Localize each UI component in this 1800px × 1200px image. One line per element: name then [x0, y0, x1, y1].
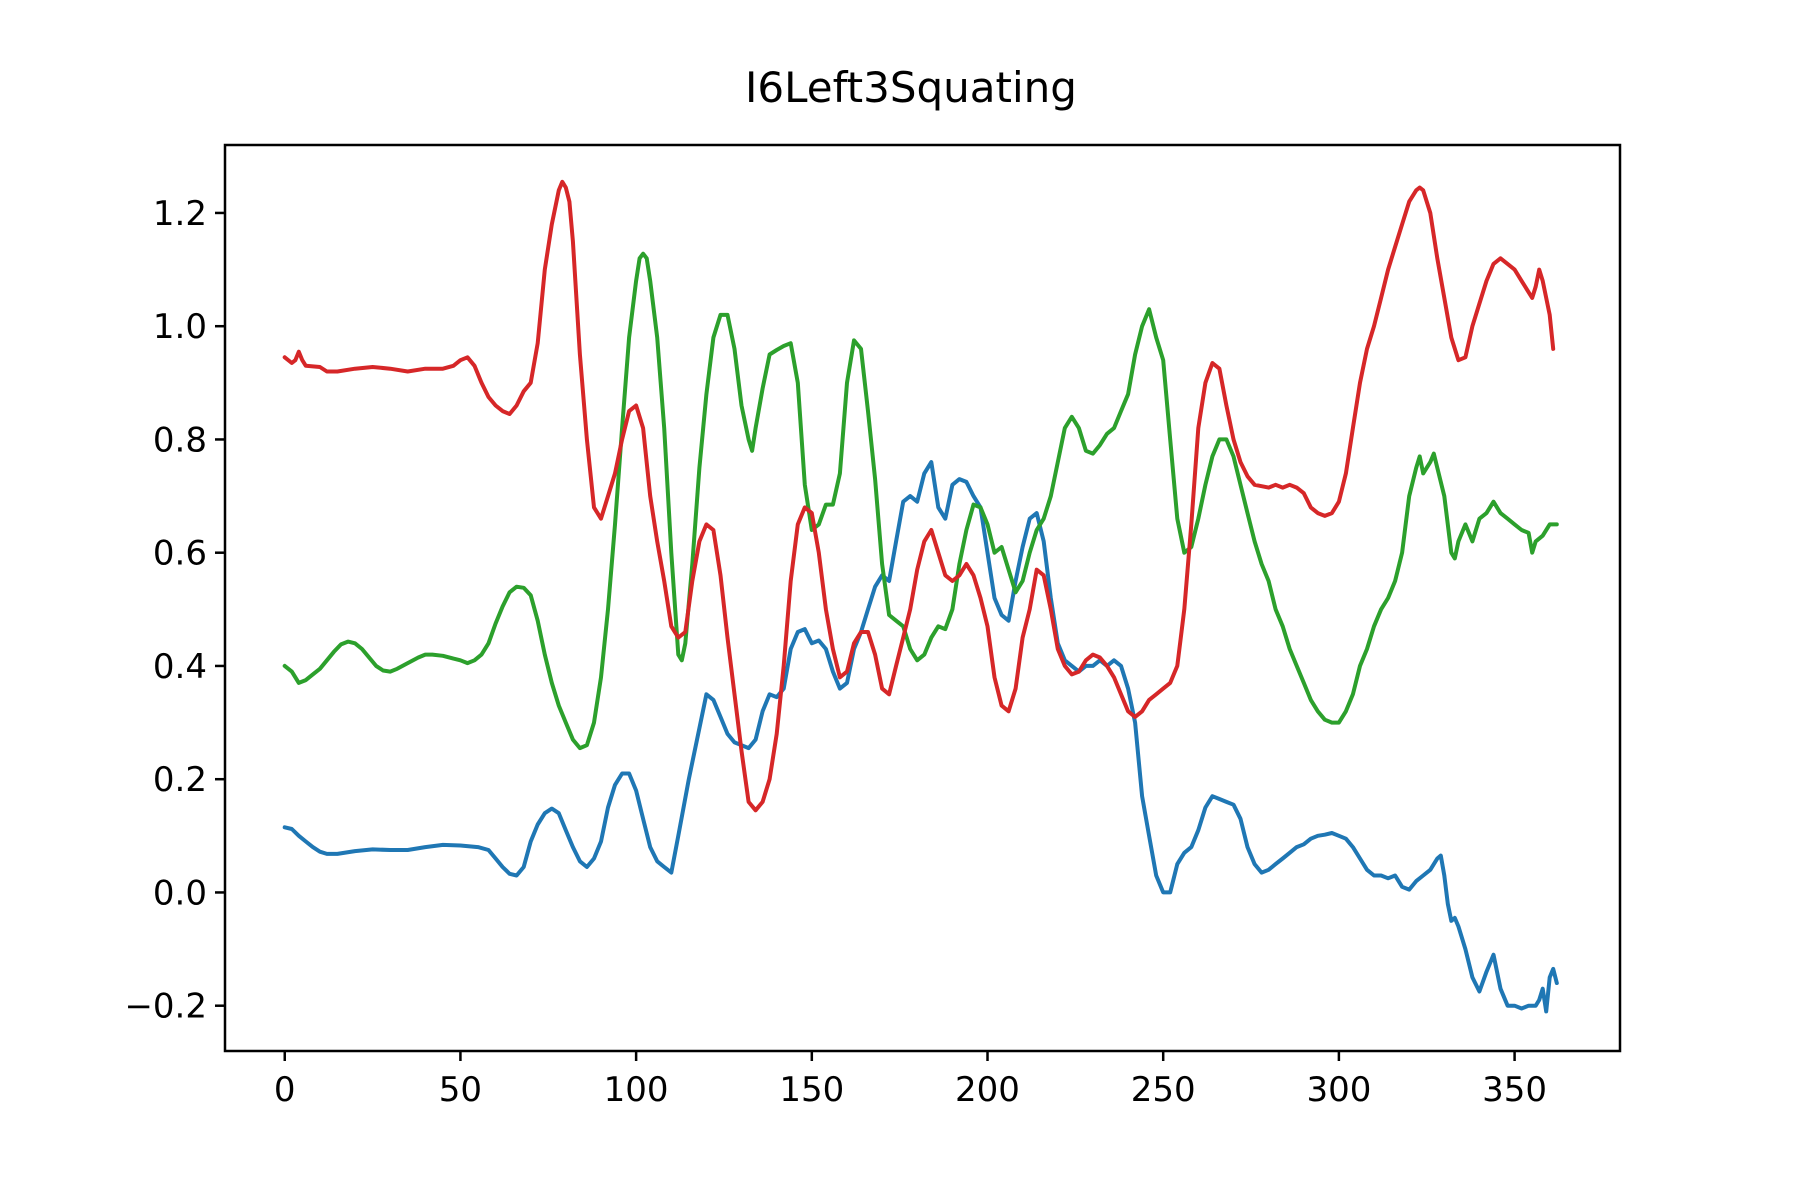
y-tick-label: 0.2	[153, 760, 207, 800]
series-line-1	[282, 460, 1559, 1014]
y-tick-label: 0.8	[153, 420, 207, 460]
y-tick-label: 1.2	[153, 194, 207, 234]
y-tick-label: 1.0	[153, 307, 207, 347]
x-tick-label: 100	[604, 1070, 669, 1110]
x-tick-label: 50	[439, 1070, 482, 1110]
y-tick-label: 0.6	[153, 534, 207, 574]
x-tick-label: 250	[1131, 1070, 1196, 1110]
y-tick-label: −0.2	[124, 987, 207, 1027]
x-tick-label: 350	[1482, 1070, 1547, 1110]
y-axis: −0.2 0.0 0.2 0.4 0.6 0.8 1.0 1.2	[124, 194, 225, 1027]
series-line-3	[282, 179, 1556, 813]
series-layer	[282, 179, 1559, 1014]
x-tick-label: 300	[1306, 1070, 1371, 1110]
y-tick-label: 0.4	[153, 647, 207, 687]
x-axis: 0 50 100 150 200 250 300 350	[274, 1051, 1547, 1110]
chart-title: I6Left3Squating	[745, 63, 1077, 112]
series-line-2	[282, 251, 1559, 751]
x-tick-label: 0	[274, 1070, 296, 1110]
x-tick-label: 200	[955, 1070, 1020, 1110]
plot-frame	[223, 143, 1622, 1053]
y-tick-label: 0.0	[153, 873, 207, 913]
x-tick-label: 150	[779, 1070, 844, 1110]
